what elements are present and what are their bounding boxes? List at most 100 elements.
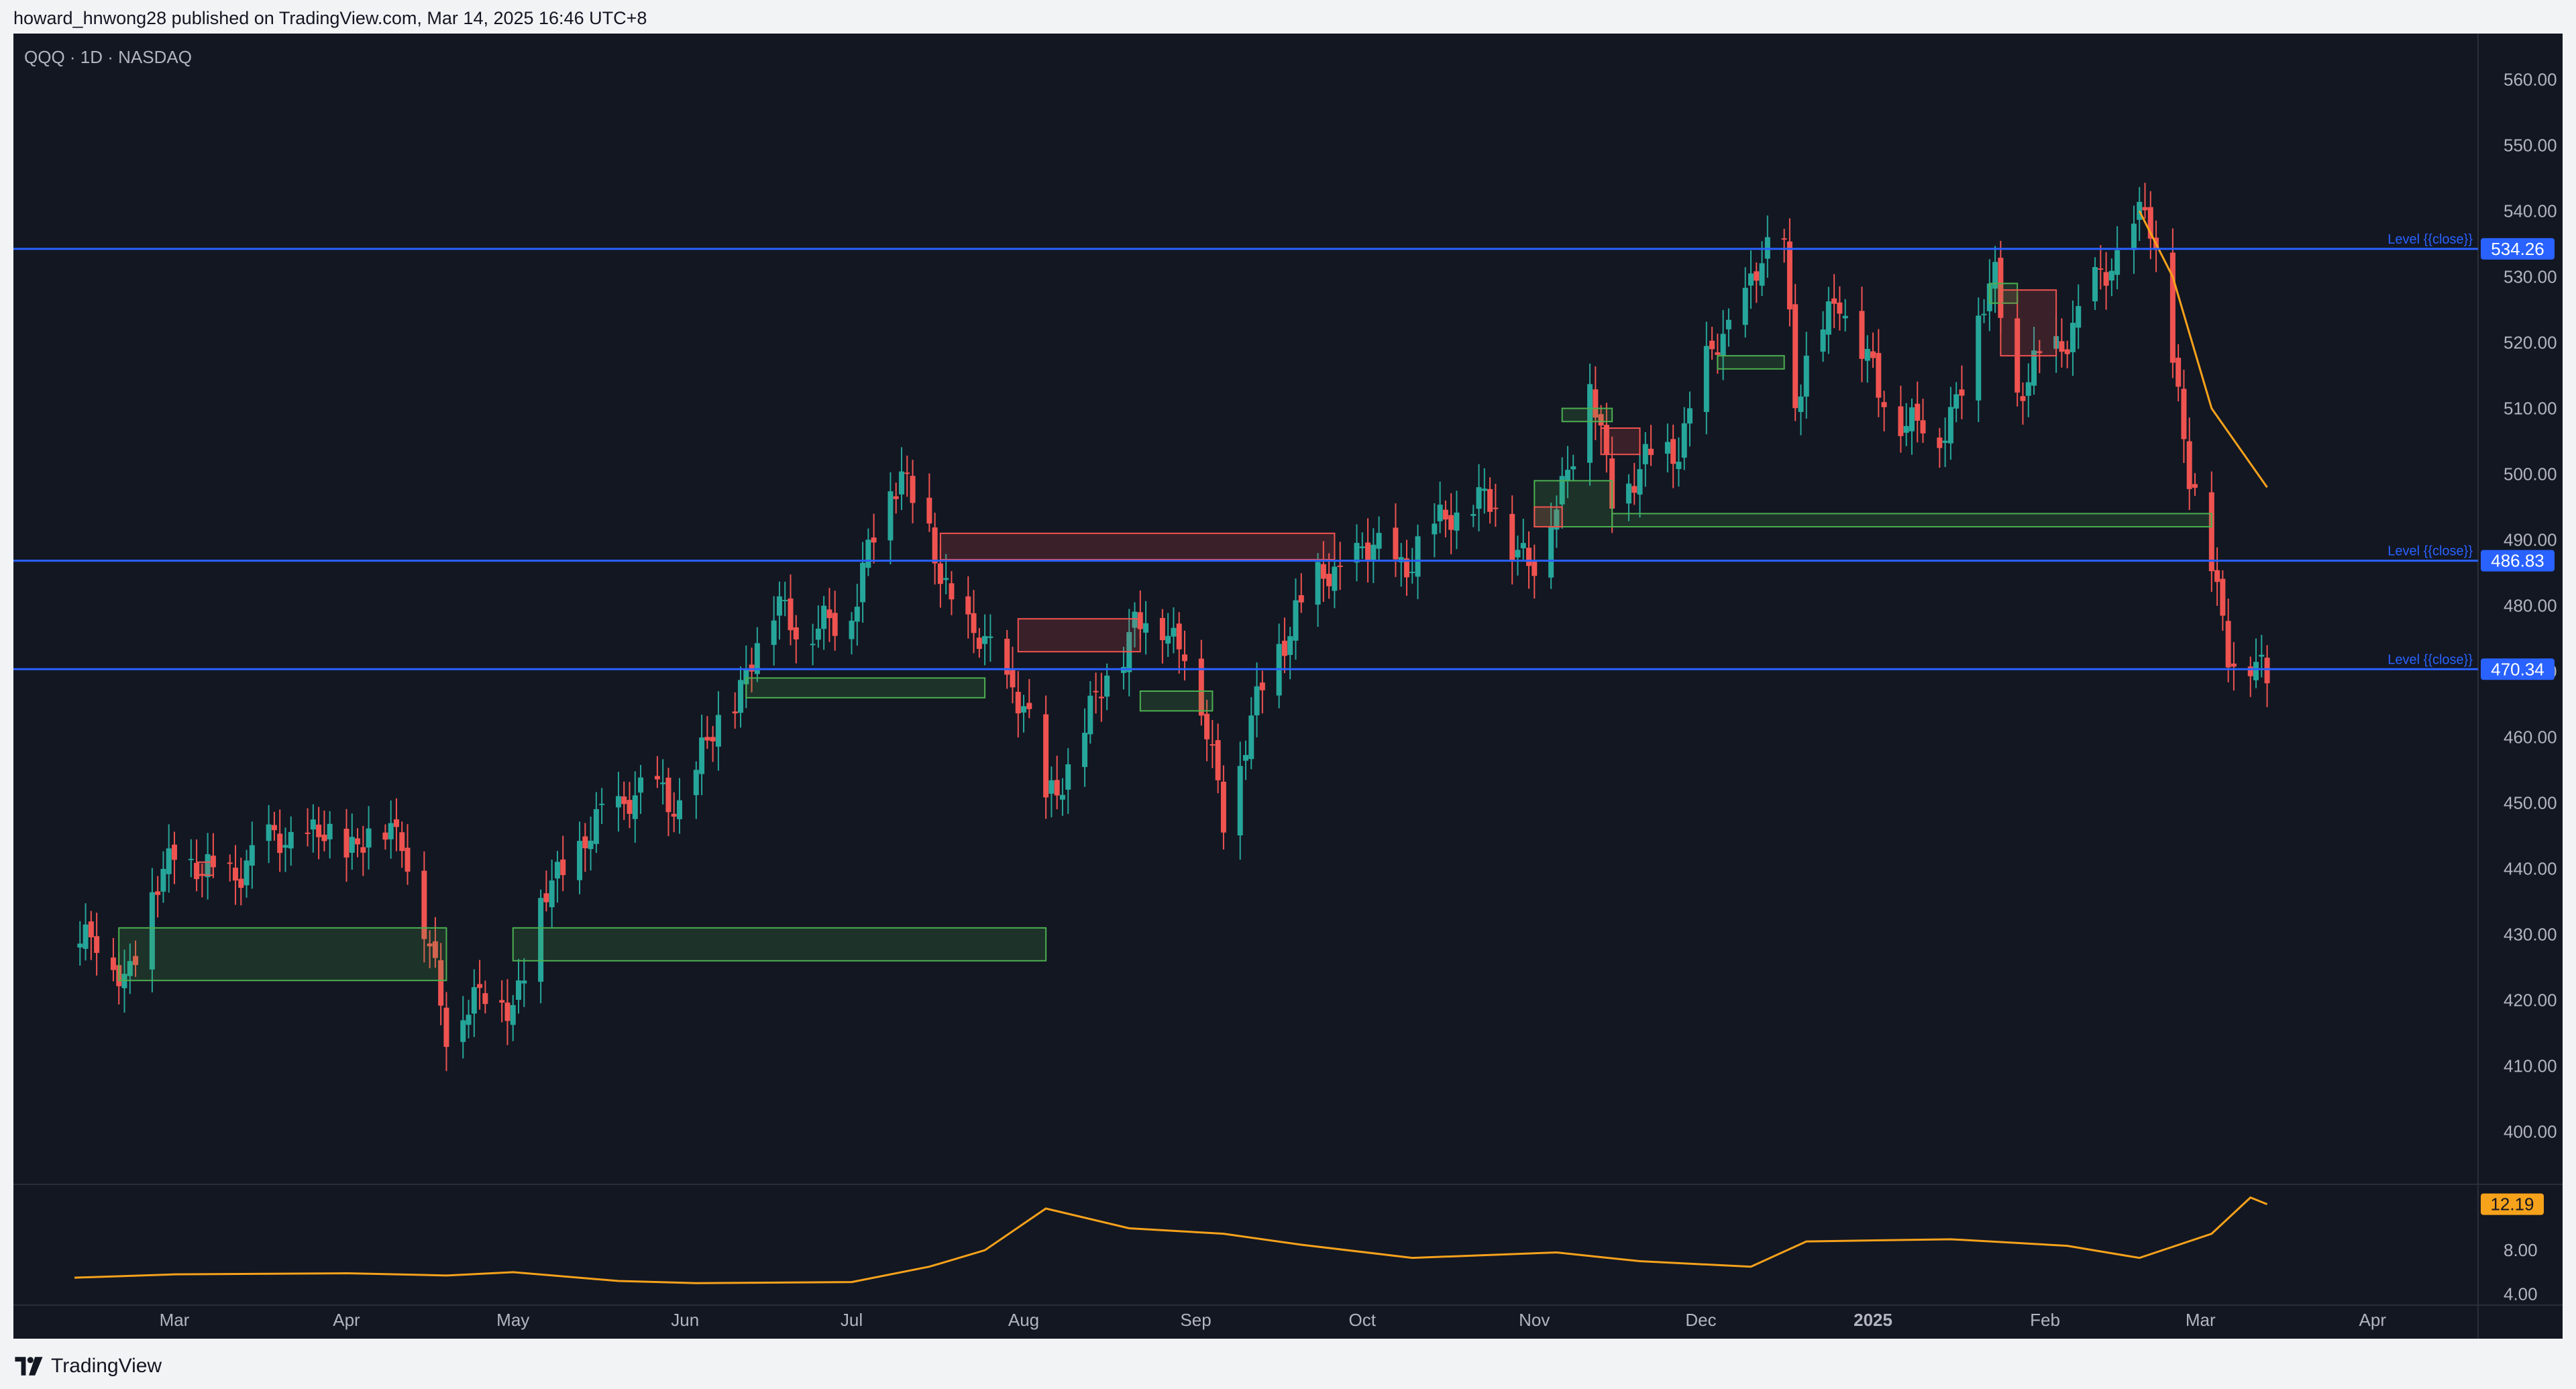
ema-line[interactable] bbox=[2138, 210, 2268, 488]
candle-body bbox=[2031, 350, 2037, 386]
candle-body bbox=[249, 845, 255, 866]
candle-body bbox=[1487, 488, 1493, 512]
candle-body bbox=[1903, 425, 1909, 433]
supply-zone[interactable] bbox=[939, 532, 1336, 560]
candle-body bbox=[1876, 352, 1882, 398]
symbol-info[interactable]: QQQ · 1D · NASDAQ bbox=[24, 47, 192, 67]
candle-body bbox=[1820, 329, 1826, 352]
candle-body bbox=[976, 637, 982, 650]
candle-body bbox=[1365, 542, 1371, 560]
candle-body bbox=[1481, 488, 1487, 491]
demand-zone[interactable] bbox=[118, 927, 447, 982]
candle-body bbox=[2103, 272, 2109, 286]
candle-body bbox=[1281, 640, 1287, 656]
footer-brand[interactable]: TradingView bbox=[13, 1353, 162, 1380]
candle-body bbox=[1454, 512, 1460, 531]
candle-body bbox=[2070, 323, 2076, 352]
candle-body bbox=[1448, 515, 1454, 530]
y-tick-label: 460.00 bbox=[2504, 727, 2557, 748]
candle-body bbox=[849, 620, 855, 639]
candle-body bbox=[776, 596, 782, 616]
supply-zone[interactable] bbox=[2000, 289, 2057, 357]
candle-body bbox=[1532, 561, 1538, 576]
candle-body bbox=[1942, 440, 1948, 443]
supply-zone[interactable] bbox=[1600, 427, 1641, 456]
candle-body bbox=[815, 628, 821, 640]
y-tick-label: 560.00 bbox=[2504, 70, 2557, 90]
candle-body bbox=[2176, 358, 2182, 387]
level-price-label: 470.34 bbox=[2491, 659, 2544, 679]
x-tick-label: Feb bbox=[2030, 1310, 2060, 1330]
candle-body bbox=[482, 993, 488, 1005]
candle-body bbox=[1570, 466, 1576, 470]
candle-body bbox=[737, 680, 743, 713]
candle-body bbox=[1293, 600, 1299, 641]
candle-body bbox=[1515, 550, 1521, 558]
candle-body bbox=[543, 893, 549, 903]
candle-body bbox=[538, 898, 544, 982]
candle-body bbox=[1670, 439, 1676, 464]
level-tag-label: Level {{close}} bbox=[2387, 544, 2473, 559]
candle-body bbox=[1237, 766, 1243, 835]
chart-pane[interactable]: 560.00 550.00 540.00 530.00 520.00 510.00 500.… bbox=[13, 34, 2563, 1339]
candle-body bbox=[1587, 384, 1593, 463]
supply-zone[interactable] bbox=[1534, 506, 1563, 527]
candle-body bbox=[888, 491, 894, 541]
candle-body bbox=[1898, 406, 1904, 436]
candle-body bbox=[821, 605, 827, 629]
candle-body bbox=[2092, 266, 2098, 302]
candle-body bbox=[599, 803, 605, 805]
demand-zone[interactable] bbox=[1534, 480, 1613, 528]
candle-body bbox=[1204, 713, 1210, 739]
candle-body bbox=[810, 644, 816, 646]
demand-zone[interactable] bbox=[745, 677, 986, 699]
y-tick-label: 510.00 bbox=[2504, 399, 2557, 419]
price-chart[interactable]: 560.00 550.00 540.00 530.00 520.00 510.00 500.… bbox=[13, 34, 2563, 1339]
supply-zone[interactable] bbox=[196, 861, 214, 876]
supply-zone[interactable] bbox=[1017, 618, 1141, 653]
candle-body bbox=[560, 859, 566, 876]
candle-body bbox=[466, 1015, 472, 1025]
demand-zone[interactable] bbox=[1611, 513, 2212, 528]
candle-body bbox=[1332, 566, 1338, 591]
y-tick-label: 520.00 bbox=[2504, 333, 2557, 353]
candle-body bbox=[471, 987, 477, 1014]
candle-body bbox=[1686, 408, 1693, 424]
candle-body bbox=[1648, 448, 1654, 456]
candle-body bbox=[327, 823, 333, 839]
candle-body bbox=[1021, 706, 1027, 713]
candle-body bbox=[621, 796, 627, 805]
candle-body bbox=[1026, 703, 1032, 709]
candle-body bbox=[2264, 658, 2270, 684]
candle-body bbox=[504, 1002, 511, 1021]
candle-body bbox=[399, 832, 405, 852]
candle-body bbox=[1725, 319, 1731, 329]
candle-body bbox=[1681, 423, 1687, 458]
candle-body bbox=[443, 1007, 449, 1047]
demand-zone[interactable] bbox=[1717, 355, 1785, 370]
candle-body bbox=[160, 868, 166, 892]
oscillator-line[interactable] bbox=[74, 1196, 2268, 1284]
candle-body bbox=[271, 825, 277, 831]
candle-body bbox=[1915, 403, 1921, 421]
demand-zone[interactable] bbox=[1988, 282, 2019, 304]
candle-body bbox=[971, 613, 977, 633]
candle-body bbox=[1376, 533, 1382, 549]
candle-body bbox=[1831, 298, 1837, 304]
candle-body bbox=[1520, 543, 1526, 549]
candle-body bbox=[704, 737, 710, 741]
candle-body bbox=[521, 980, 527, 984]
candle-body bbox=[1010, 669, 1016, 688]
candle-body bbox=[405, 847, 411, 872]
y-tick-label: 400.00 bbox=[2504, 1122, 2557, 1142]
demand-zone[interactable] bbox=[1139, 690, 1214, 712]
candle-body bbox=[2192, 484, 2198, 488]
candle-body bbox=[1065, 764, 1071, 790]
candle-body bbox=[1432, 523, 1438, 535]
demand-zone[interactable] bbox=[1561, 407, 1613, 423]
demand-zone[interactable] bbox=[512, 927, 1047, 962]
candle-body bbox=[1742, 287, 1748, 325]
candle-body bbox=[366, 828, 372, 848]
candle-body bbox=[926, 497, 932, 524]
candle-body bbox=[1598, 414, 1604, 426]
